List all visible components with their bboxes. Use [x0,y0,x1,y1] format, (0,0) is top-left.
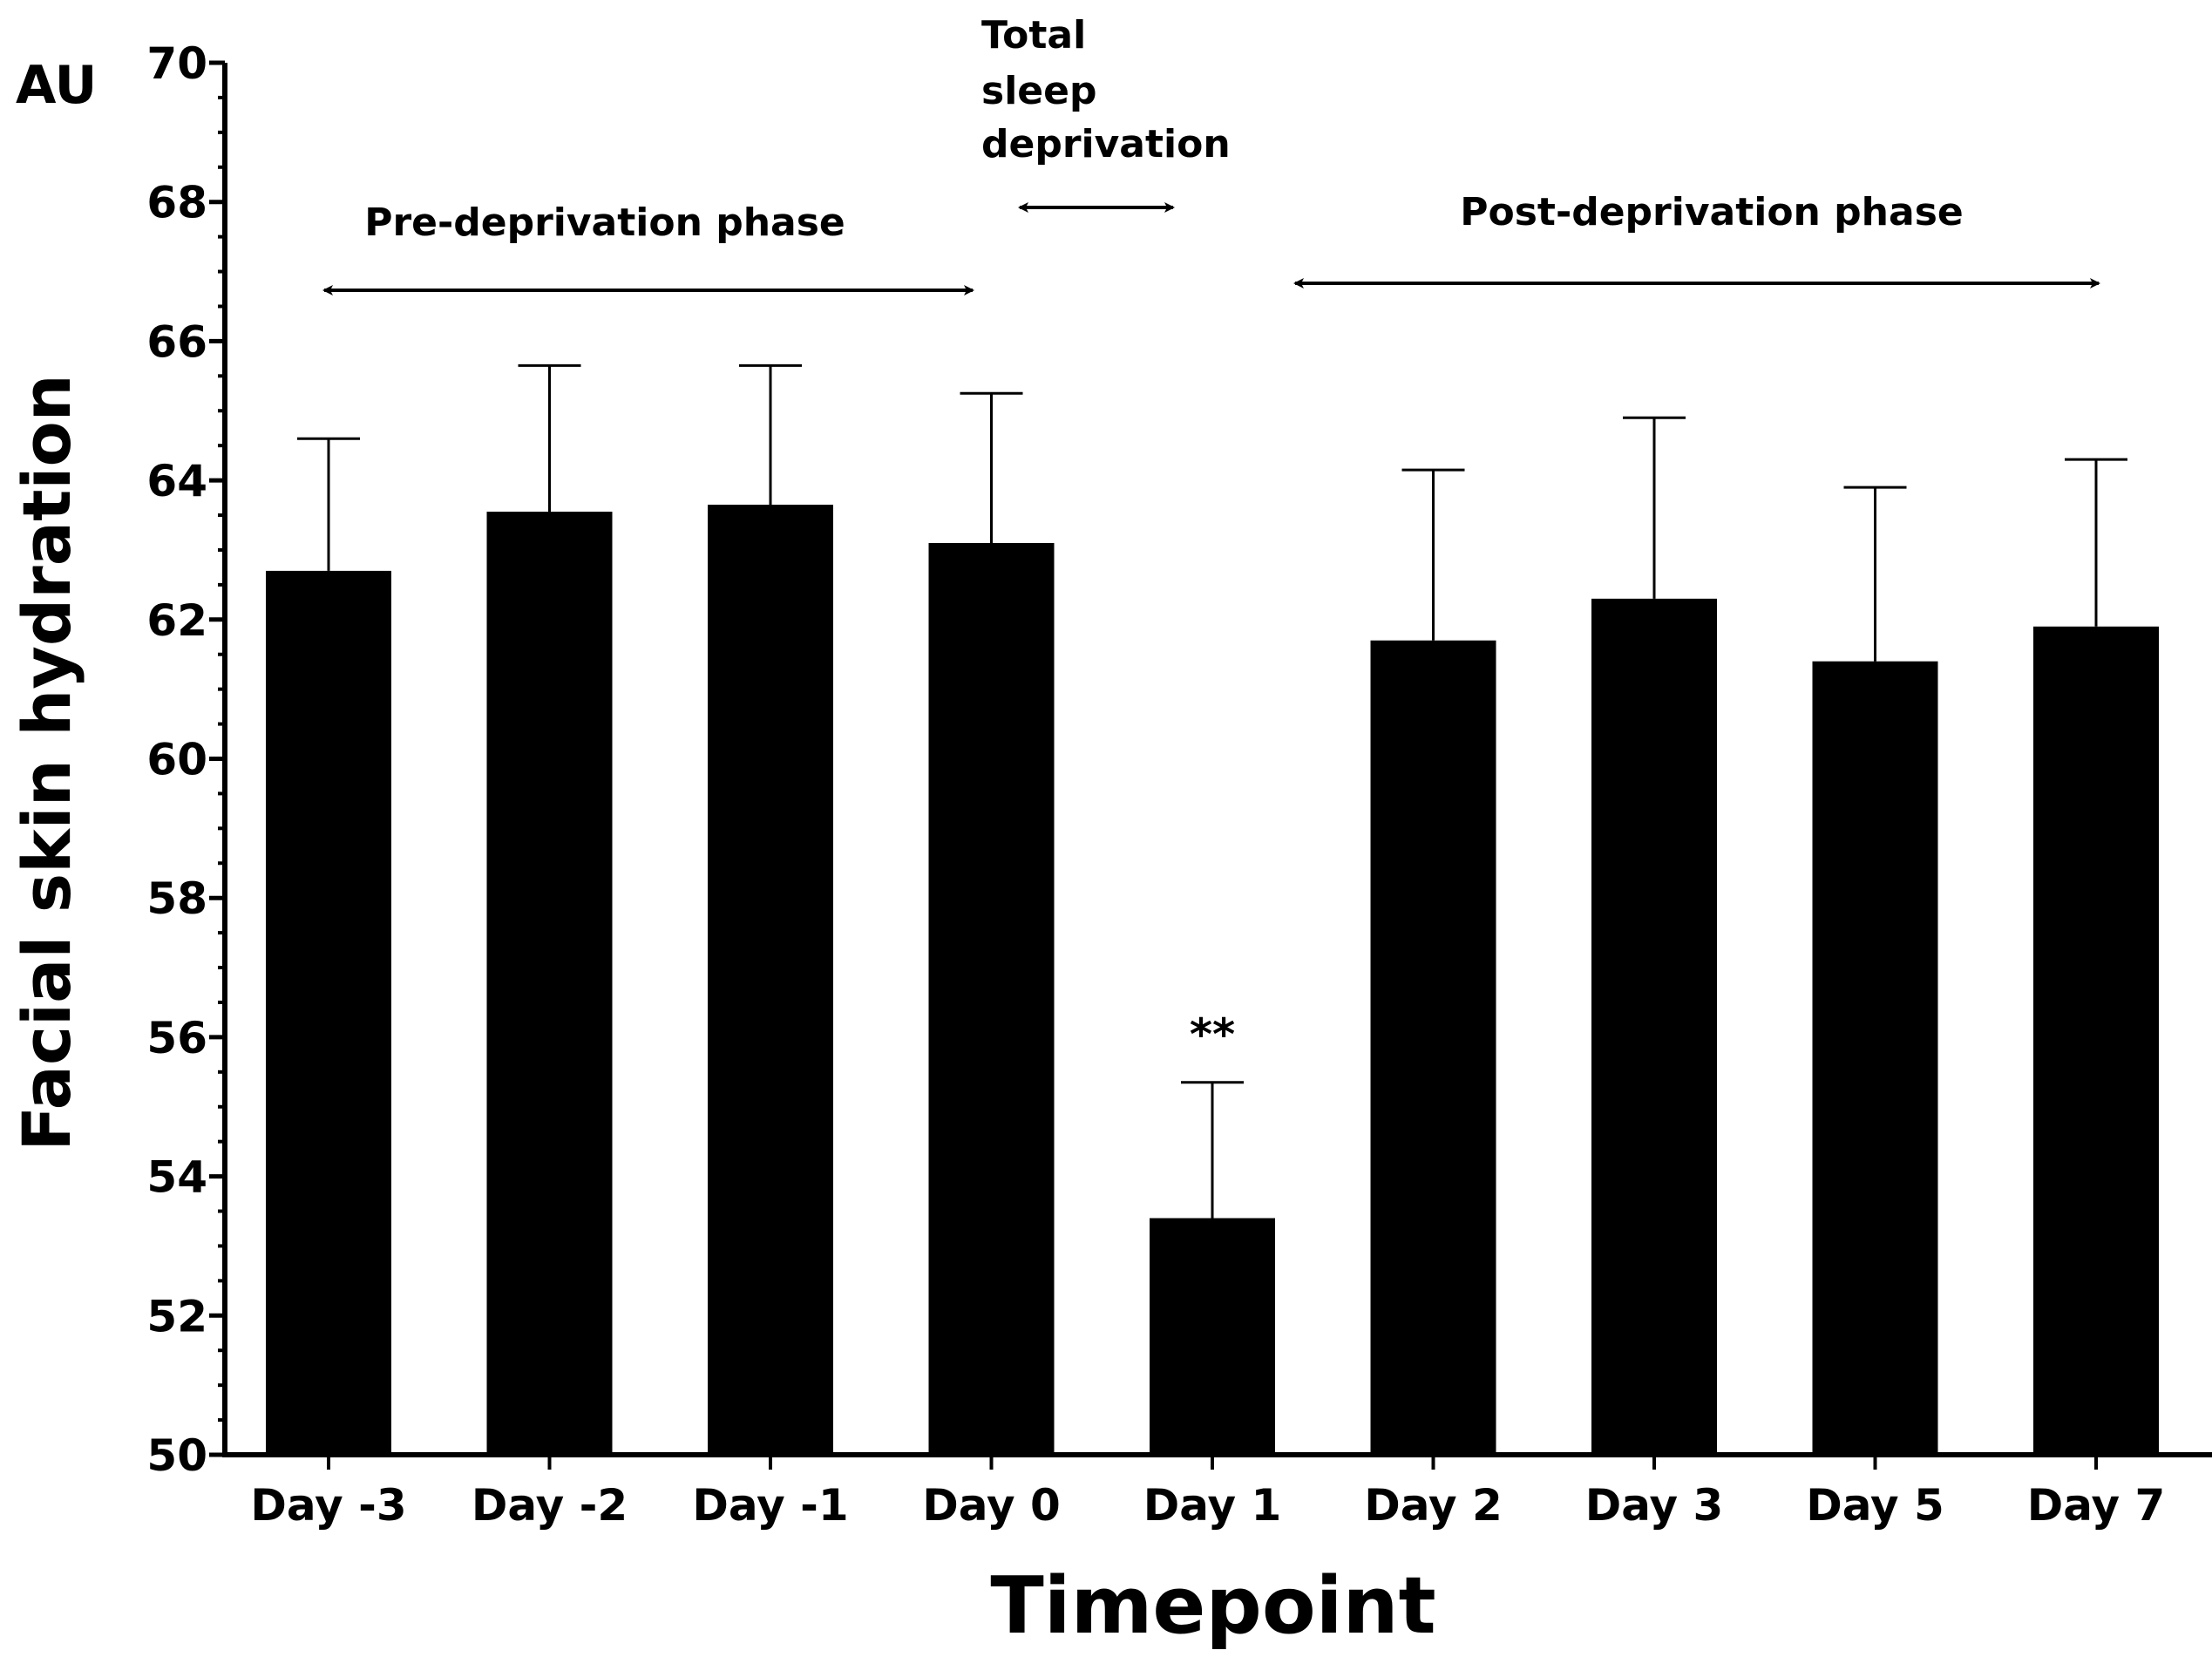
x-tick-label: Day -2 [472,1480,628,1531]
bar-day3 [1591,598,1717,1455]
x-axis-title: Timepoint [990,1560,1435,1652]
bar-day1 [1150,1218,1275,1455]
y-tick-label: 56 [146,1013,207,1063]
y-tick-label: 70 [146,38,207,89]
bar-day7 [2033,626,2159,1455]
y-tick-label: 68 [146,178,207,228]
y-tick-label: 60 [146,735,207,785]
x-tick-labels: Day -3 Day -2 Day -1 Day 0 Day 1 Day 2 Day 3 Da… [250,1455,2165,1531]
y-tick-label: 54 [146,1152,207,1203]
deprivation-label-line1: Total [981,13,1086,58]
y-ticks: 50 52 54 56 58 60 62 64 66 68 70 [146,38,225,1481]
bar-day-3 [266,570,391,1455]
x-tick-label: Day 3 [1585,1480,1724,1531]
y-tick-label: 64 [146,456,207,506]
x-tick-label: Day 2 [1364,1480,1503,1531]
bar-day-1 [708,505,833,1455]
x-tick-label: Day 0 [922,1480,1061,1531]
y-tick-label: 66 [146,316,207,367]
pre-phase-label: Pre-deprivation phase [364,200,845,245]
y-unit-label: AU [16,55,97,116]
deprivation-label-line3: deprivation [981,122,1231,166]
bar-day5 [1812,661,1938,1455]
significance-marker: ** [1190,1009,1235,1060]
post-phase-label: Post-deprivation phase [1460,190,1963,234]
x-tick-label: Day 7 [2027,1480,2166,1531]
y-axis-title: Facial skin hydration [8,374,85,1151]
bar-day2 [1370,640,1496,1455]
x-tick-label: Day -3 [250,1480,406,1531]
bars [266,505,2159,1455]
error-bars [297,363,2127,1219]
x-tick-label: Day 5 [1806,1480,1944,1531]
x-tick-label: Day -1 [692,1480,848,1531]
bar-day-2 [486,512,613,1455]
y-tick-label: 62 [146,595,207,646]
x-tick-label: Day 1 [1143,1480,1282,1531]
deprivation-label-line2: sleep [981,69,1096,113]
bar-day0 [928,542,1055,1455]
y-tick-label: 50 [146,1430,207,1481]
y-tick-label: 58 [146,873,207,924]
y-tick-label: 52 [146,1291,207,1341]
